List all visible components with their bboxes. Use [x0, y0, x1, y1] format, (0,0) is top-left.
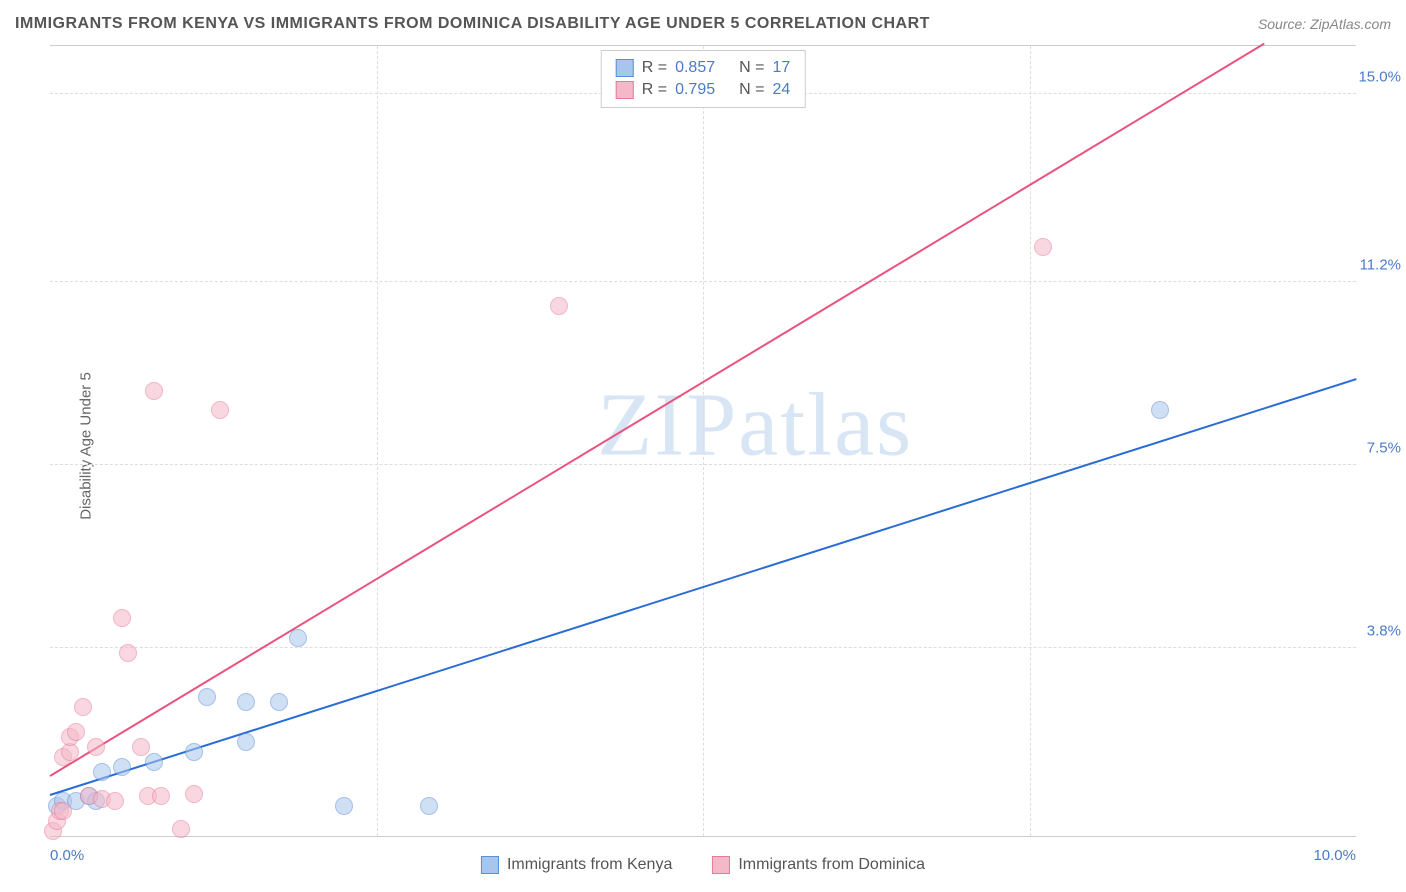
- series-legend: Immigrants from Kenya Immigrants from Dom…: [481, 856, 925, 874]
- legend-swatch: [712, 856, 730, 874]
- r-label: R =: [642, 59, 667, 77]
- scatter-point: [152, 787, 170, 805]
- scatter-point: [185, 743, 203, 761]
- series-name: Immigrants from Dominica: [738, 856, 925, 874]
- scatter-point: [113, 609, 131, 627]
- scatter-point: [119, 644, 137, 662]
- y-tick-label: 11.2%: [1360, 256, 1401, 273]
- r-value: 0.857: [675, 59, 715, 77]
- scatter-point: [270, 693, 288, 711]
- scatter-point: [211, 401, 229, 419]
- scatter-point: [93, 763, 111, 781]
- stats-legend-row: R = 0.857 N = 17: [616, 57, 791, 79]
- scatter-point: [132, 738, 150, 756]
- grid-line-v: [377, 46, 378, 836]
- series-legend-item: Immigrants from Kenya: [481, 856, 672, 874]
- n-label: N =: [739, 59, 764, 77]
- scatter-point: [198, 688, 216, 706]
- watermark: ZIPatlas: [597, 374, 913, 477]
- grid-line-v: [1030, 46, 1031, 836]
- scatter-point: [1151, 401, 1169, 419]
- y-tick-label: 15.0%: [1358, 68, 1401, 85]
- scatter-point: [550, 297, 568, 315]
- scatter-point: [420, 797, 438, 815]
- scatter-point: [54, 802, 72, 820]
- y-tick-label: 7.5%: [1367, 439, 1401, 456]
- legend-swatch: [616, 81, 634, 99]
- scatter-point: [74, 698, 92, 716]
- scatter-point: [67, 723, 85, 741]
- scatter-point: [172, 820, 190, 838]
- n-value: 24: [772, 81, 790, 99]
- x-tick-label: 10.0%: [1313, 847, 1356, 864]
- scatter-point: [106, 792, 124, 810]
- trend-line: [49, 42, 1265, 776]
- scatter-point: [185, 785, 203, 803]
- n-label: N =: [739, 81, 764, 99]
- n-value: 17: [772, 59, 790, 77]
- scatter-point: [237, 733, 255, 751]
- series-legend-item: Immigrants from Dominica: [712, 856, 925, 874]
- scatter-point: [335, 797, 353, 815]
- stats-legend-row: R = 0.795 N = 24: [616, 79, 791, 101]
- plot-area: ZIPatlas 3.8%7.5%11.2%15.0%0.0%10.0%: [50, 45, 1356, 837]
- chart-title: IMMIGRANTS FROM KENYA VS IMMIGRANTS FROM…: [15, 15, 930, 33]
- y-tick-label: 3.8%: [1367, 622, 1401, 639]
- grid-line-v: [703, 46, 704, 836]
- x-tick-label: 0.0%: [50, 847, 84, 864]
- series-name: Immigrants from Kenya: [507, 856, 672, 874]
- title-bar: IMMIGRANTS FROM KENYA VS IMMIGRANTS FROM…: [15, 15, 1391, 33]
- scatter-point: [87, 738, 105, 756]
- legend-swatch: [481, 856, 499, 874]
- scatter-point: [145, 382, 163, 400]
- scatter-point: [1034, 238, 1052, 256]
- scatter-point: [113, 758, 131, 776]
- source-attribution: Source: ZipAtlas.com: [1258, 16, 1391, 32]
- r-label: R =: [642, 81, 667, 99]
- r-value: 0.795: [675, 81, 715, 99]
- stats-legend: R = 0.857 N = 17 R = 0.795 N = 24: [601, 50, 806, 108]
- scatter-point: [289, 629, 307, 647]
- legend-swatch: [616, 59, 634, 77]
- scatter-point: [145, 753, 163, 771]
- scatter-point: [237, 693, 255, 711]
